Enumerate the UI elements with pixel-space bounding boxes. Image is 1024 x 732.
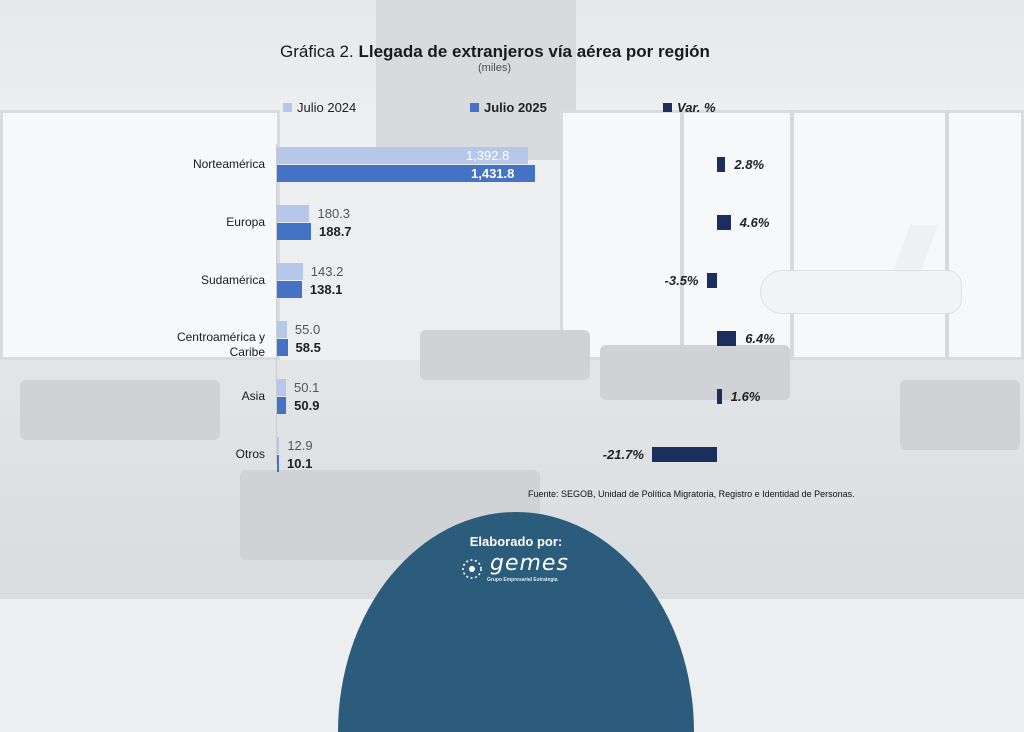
- value-label-variation: -3.5%: [664, 273, 699, 288]
- bar-variation: [706, 273, 717, 288]
- bar-julio-2024: [277, 437, 280, 454]
- chart-title: Gráfica 2. Llegada de extranjeros vía aé…: [0, 42, 990, 62]
- legend-julio-2024: Julio 2024: [283, 100, 356, 115]
- category-label: Sudamérica: [200, 273, 265, 287]
- value-label-julio-2024: 180.3: [317, 206, 351, 221]
- window-mullion: [680, 110, 684, 370]
- bar-julio-2025: [277, 281, 302, 298]
- value-label-julio-2025: 10.1: [287, 456, 313, 471]
- departures-board: [376, 0, 576, 160]
- legend-swatch-julio-2025: [470, 103, 479, 112]
- value-label-variation: -21.7%: [602, 447, 644, 462]
- logo-subtitle: Grupo Empresarial Estrategia: [487, 577, 558, 583]
- chart-subtitle: (miles): [478, 62, 511, 74]
- bar-julio-2025: [277, 165, 535, 182]
- category-label: Norteamérica: [192, 157, 265, 171]
- bar-variation: [717, 331, 737, 346]
- legend-variation: Var. %: [663, 100, 716, 115]
- bar-julio-2025: [277, 339, 288, 356]
- bar-variation: [717, 215, 731, 230]
- window-mullion: [945, 110, 949, 370]
- source-note: Fuente: SEGOB, Unidad de Política Migrat…: [528, 489, 855, 499]
- value-label-julio-2025: 1,431.8: [471, 166, 515, 181]
- legend-label-variation: Var. %: [677, 100, 716, 115]
- legend-julio-2025: Julio 2025: [470, 100, 547, 115]
- bar-variation: [717, 157, 726, 172]
- seat-row: [420, 330, 590, 380]
- value-label-julio-2024: 55.0: [294, 322, 321, 337]
- bar-julio-2025: [277, 397, 287, 414]
- category-label: Asia: [241, 389, 265, 403]
- value-label-julio-2024: 12.9: [287, 438, 313, 453]
- bar-julio-2024: [277, 263, 303, 280]
- value-label-julio-2025: 50.9: [294, 398, 320, 413]
- legend-label-julio-2025: Julio 2025: [484, 100, 547, 115]
- logo-text: gemes: [490, 551, 569, 576]
- legend-swatch-variation: [663, 103, 672, 112]
- airport-background: [0, 0, 1024, 599]
- category-label: Centroamérica y Caribe: [176, 330, 265, 359]
- value-label-julio-2024: 50.1: [294, 380, 320, 395]
- seat-row: [600, 345, 790, 400]
- category-label: Europa: [226, 215, 265, 229]
- window-mullion: [790, 110, 794, 370]
- bar-variation: [651, 447, 717, 462]
- gemes-logo-icon: [462, 559, 482, 579]
- legend-swatch-julio-2024: [283, 103, 292, 112]
- value-label-variation: 2.8%: [734, 157, 765, 172]
- bar-variation: [717, 389, 722, 404]
- seat-row: [20, 380, 220, 440]
- chart-title-prefix: Gráfica 2.: [280, 42, 354, 61]
- legend-label-julio-2024: Julio 2024: [297, 100, 357, 115]
- bar-julio-2024: [277, 147, 528, 164]
- value-label-julio-2024: 1,392.8: [465, 148, 510, 163]
- value-label-julio-2025: 58.5: [295, 340, 321, 355]
- terminal-window: [0, 110, 280, 360]
- category-axis: [276, 144, 277, 464]
- made-by-label: Elaborado por:: [469, 534, 563, 549]
- chart-title-main: Llegada de extranjeros vía aérea por reg…: [358, 42, 710, 61]
- value-label-julio-2025: 188.7: [319, 224, 352, 239]
- value-label-julio-2025: 138.1: [309, 282, 343, 297]
- value-label-variation: 6.4%: [745, 331, 775, 346]
- bar-julio-2025: [277, 223, 311, 240]
- value-label-julio-2024: 143.2: [310, 264, 344, 279]
- category-label: Otros: [235, 447, 265, 461]
- bar-julio-2024: [277, 321, 287, 338]
- value-label-variation: 1.6%: [730, 389, 761, 404]
- airplane: [760, 270, 962, 314]
- value-label-variation: 4.6%: [739, 215, 770, 230]
- bar-julio-2025: [277, 455, 279, 472]
- bar-julio-2024: [277, 205, 310, 222]
- seat-row: [900, 380, 1020, 450]
- bar-julio-2024: [277, 379, 287, 396]
